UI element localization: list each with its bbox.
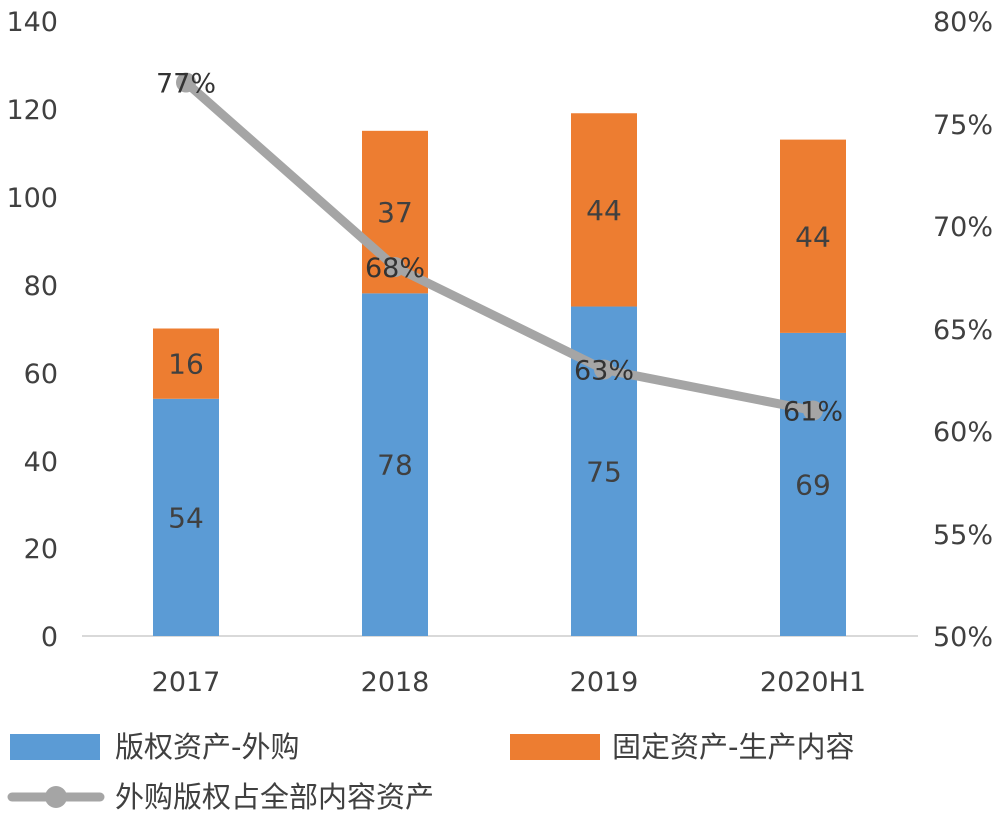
left-tick: 20 — [24, 534, 58, 565]
legend-label-line: 外购版权占全部内容资产 — [115, 780, 434, 814]
left-tick: 40 — [24, 447, 58, 478]
bar-value-label: 69 — [795, 468, 831, 501]
category-label: 2017 — [152, 667, 221, 698]
left-axis-ticks: 0 20 40 60 80 100 120 140 — [6, 7, 58, 653]
legend: 版权资产-外购 固定资产-生产内容 外购版权占全部内容资产 — [7, 730, 854, 814]
bar-value-label: 44 — [795, 220, 831, 253]
line-layer: 77% 68% 63% 61% — [156, 69, 843, 428]
right-tick: 75% — [933, 110, 993, 141]
line-point — [803, 400, 823, 421]
category-label: 2018 — [361, 667, 430, 698]
bar-value-label: 78 — [377, 449, 413, 482]
legend-label-fixed-assets: 固定资产-生产内容 — [612, 730, 854, 764]
bar-value-label: 44 — [586, 194, 622, 227]
legend-label-outsourced: 版权资产-外购 — [115, 730, 299, 764]
bar-fixed-assets-2017 — [153, 328, 219, 399]
line-series-path — [181, 78, 818, 415]
legend-line-marker — [45, 786, 67, 808]
bar-value-label: 16 — [168, 348, 204, 381]
left-tick: 100 — [6, 183, 58, 214]
right-tick: 50% — [933, 622, 993, 653]
category-labels: 2017 2018 2019 2020H1 — [152, 667, 866, 698]
bar-value-label: 37 — [377, 196, 413, 229]
line-point-label: 77% — [156, 69, 216, 100]
right-axis-ticks: 50% 55% 60% 65% 70% 75% 80% — [933, 7, 993, 653]
line-point — [594, 359, 614, 380]
right-tick: 55% — [933, 520, 993, 551]
right-tick: 65% — [933, 315, 993, 346]
right-tick: 70% — [933, 212, 993, 243]
left-tick: 60 — [24, 359, 58, 390]
category-label: 2020H1 — [760, 667, 866, 698]
right-tick: 80% — [933, 7, 993, 38]
line-point-label: 61% — [783, 397, 843, 428]
line-point — [176, 72, 196, 93]
bar-outsourced-2018 — [362, 293, 428, 636]
bar-outsourced-2017 — [153, 398, 219, 636]
line-point — [385, 257, 405, 277]
line-point-label: 68% — [365, 253, 425, 284]
bar-labels-layer: 54 16 78 37 75 44 69 44 — [168, 194, 831, 535]
bar-outsourced-2020H1 — [780, 332, 846, 636]
bar-fixed-assets-2019 — [571, 113, 637, 307]
category-label: 2019 — [570, 667, 639, 698]
bars-layer — [153, 113, 846, 636]
line-point-label: 63% — [574, 356, 634, 387]
legend-swatch-fixed-assets — [510, 734, 600, 760]
left-tick: 80 — [24, 271, 58, 302]
legend-swatch-outsourced — [10, 734, 100, 760]
left-tick: 140 — [6, 7, 58, 38]
left-tick: 120 — [6, 95, 58, 126]
left-tick: 0 — [41, 622, 58, 653]
right-tick: 60% — [933, 417, 993, 448]
bar-fixed-assets-2020H1 — [780, 139, 846, 333]
bar-value-label: 75 — [586, 455, 622, 488]
bar-value-label: 54 — [168, 501, 204, 534]
